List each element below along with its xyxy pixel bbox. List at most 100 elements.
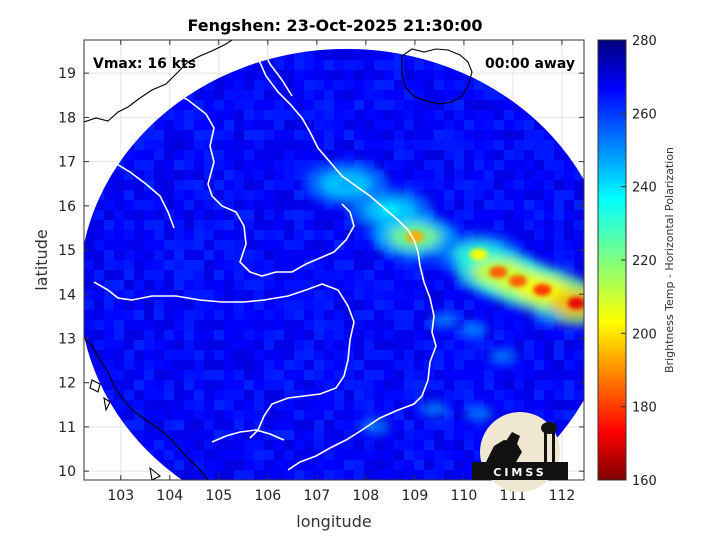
swath-pixel — [414, 290, 424, 300]
swath-pixel — [214, 190, 224, 200]
swath-pixel — [434, 340, 444, 350]
swath-pixel — [194, 260, 204, 270]
swath-pixel — [404, 270, 414, 280]
swath-pixel — [294, 150, 304, 160]
swath-pixel — [394, 450, 404, 460]
swath-pixel — [314, 270, 324, 280]
swath-pixel — [314, 150, 324, 160]
swath-pixel — [364, 240, 374, 250]
swath-pixel — [424, 180, 434, 190]
swath-pixel — [394, 140, 404, 150]
swath-pixel — [124, 150, 134, 160]
swath-pixel — [354, 440, 364, 450]
swath-pixel — [424, 350, 434, 360]
swath-pixel — [94, 320, 104, 330]
swath-pixel — [354, 460, 364, 470]
swath-pixel — [434, 160, 444, 170]
swath-pixel — [454, 310, 464, 320]
swath-pixel — [444, 290, 454, 300]
swath-pixel — [224, 450, 234, 460]
swath-pixel — [244, 300, 254, 310]
swath-pixel — [414, 400, 424, 410]
swath-pixel — [364, 100, 374, 110]
swath-pixel — [354, 280, 364, 290]
swath-pixel — [444, 130, 454, 140]
swath-pixel — [404, 100, 414, 110]
swath-pixel — [424, 60, 434, 70]
swath-pixel — [334, 70, 344, 80]
swath-pixel — [284, 140, 294, 150]
swath-pixel — [184, 310, 194, 320]
swath-pixel — [464, 110, 474, 120]
swath-pixel — [94, 340, 104, 350]
swath-pixel — [244, 120, 254, 130]
swath-pixel — [234, 180, 244, 190]
swath-pixel — [194, 330, 204, 340]
swath-pixel — [224, 470, 234, 480]
swath-pixel — [364, 270, 374, 280]
swath-pixel — [464, 470, 474, 480]
swath-pixel — [114, 300, 124, 310]
swath-pixel — [164, 280, 174, 290]
swath-pixel — [324, 240, 334, 250]
swath-pixel — [324, 370, 334, 380]
swath-pixel — [234, 170, 244, 180]
swath-pixel — [224, 160, 234, 170]
swath-pixel — [454, 130, 464, 140]
swath-pixel — [494, 120, 504, 130]
swath-pixel — [204, 370, 214, 380]
swath-pixel — [434, 70, 444, 80]
swath-pixel — [274, 310, 284, 320]
swath-pixel — [364, 450, 374, 460]
swath-pixel — [364, 160, 374, 170]
swath-pixel — [114, 350, 124, 360]
swath-pixel — [294, 360, 304, 370]
swath-pixel — [444, 420, 454, 430]
swath-pixel — [324, 48, 334, 50]
swath-pixel — [534, 190, 544, 200]
swath-pixel — [464, 450, 474, 460]
swath-pixel — [154, 420, 164, 430]
swath-pixel — [544, 130, 554, 140]
swath-pixel — [494, 360, 504, 370]
swath-pixel — [454, 340, 464, 350]
swath-pixel — [324, 150, 334, 160]
swath-pixel — [134, 220, 144, 230]
swath-pixel — [314, 250, 324, 260]
swath-pixel — [324, 140, 334, 150]
swath-pixel — [124, 160, 134, 170]
swath-pixel — [194, 410, 204, 420]
swath-pixel — [474, 400, 484, 410]
coastline-hainan — [401, 48, 473, 105]
swath-pixel — [354, 110, 364, 120]
swath-pixel — [324, 220, 334, 230]
swath-pixel — [264, 390, 274, 400]
swath-pixel — [164, 310, 174, 320]
swath-pixel — [314, 320, 324, 330]
swath-pixel — [174, 100, 184, 110]
swath-pixel — [434, 170, 444, 180]
swath-pixel — [284, 190, 294, 200]
swath-pixel — [274, 90, 284, 100]
swath-pixel — [514, 360, 524, 370]
swath-pixel — [204, 220, 214, 230]
swath-pixel — [144, 210, 154, 220]
swath-pixel — [474, 120, 484, 130]
swath-pixel — [374, 280, 384, 290]
swath-pixel — [334, 280, 344, 290]
swath-pixel — [174, 330, 184, 340]
swath-pixel — [354, 400, 364, 410]
swath-pixel — [244, 420, 254, 430]
swath-pixel — [224, 90, 234, 100]
swath-pixel — [574, 250, 584, 260]
swath-pixel — [564, 170, 574, 180]
swath-pixel — [574, 230, 584, 240]
swath-pixel — [114, 290, 124, 300]
swath-pixel — [384, 130, 394, 140]
swath-pixel — [244, 400, 254, 410]
swath-pixel — [224, 180, 234, 190]
swath-pixel — [184, 390, 194, 400]
swath-pixel — [274, 120, 284, 130]
swath-pixel — [364, 110, 374, 120]
swath-pixel — [324, 260, 334, 270]
